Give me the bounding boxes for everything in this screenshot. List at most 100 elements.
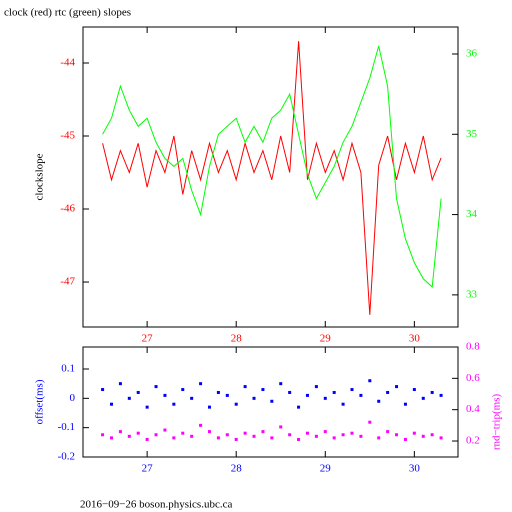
point <box>181 388 185 392</box>
point <box>403 437 407 441</box>
point <box>323 430 327 434</box>
point <box>341 402 345 406</box>
point <box>163 393 167 397</box>
y-tick-label: -0.1 <box>58 421 75 433</box>
point <box>101 388 105 392</box>
y2-tick-label: 33 <box>466 288 478 300</box>
point <box>136 390 140 394</box>
point <box>430 433 434 437</box>
point <box>421 434 425 438</box>
point <box>279 425 283 429</box>
y-tick-label: -46 <box>60 203 75 215</box>
point <box>377 399 381 403</box>
y2-axis-label: rnd−trip(ms) <box>491 394 503 451</box>
point <box>270 436 274 440</box>
point <box>368 379 372 383</box>
y-tick-label: -47 <box>60 276 75 288</box>
x-tick-label: 29 <box>320 463 332 475</box>
point <box>234 402 238 406</box>
x-tick-label: 27 <box>142 463 154 475</box>
y-tick-label: -44 <box>60 57 75 69</box>
point <box>127 396 131 400</box>
point <box>154 433 158 437</box>
point <box>377 436 381 440</box>
series-line <box>102 45 442 288</box>
point <box>101 433 105 437</box>
point <box>270 399 274 403</box>
footer: 2016−09−26 boson.physics.ubc.ca <box>80 499 232 511</box>
point <box>243 431 247 435</box>
point <box>181 431 185 435</box>
point <box>341 433 345 437</box>
point <box>252 434 256 438</box>
point <box>314 434 318 438</box>
point <box>261 388 265 392</box>
point <box>288 433 292 437</box>
point <box>386 430 390 434</box>
y-tick-label: 0 <box>70 392 76 404</box>
point <box>439 436 443 440</box>
point <box>243 385 247 389</box>
y2-tick-label: 0.6 <box>466 372 480 384</box>
point <box>350 388 354 392</box>
y2-tick-label: 0.8 <box>466 341 480 353</box>
frame <box>82 26 459 328</box>
point <box>207 430 211 434</box>
point <box>395 385 399 389</box>
point <box>412 431 416 435</box>
y2-tick-label: 34 <box>466 208 478 220</box>
point <box>297 405 301 409</box>
point <box>332 390 336 394</box>
y2-tick-label: 36 <box>466 48 478 60</box>
point <box>350 431 354 435</box>
x-tick-label: 28 <box>231 463 243 475</box>
x-tick-label: 28 <box>231 333 243 345</box>
point <box>412 388 416 392</box>
point <box>216 390 220 394</box>
point <box>359 393 363 397</box>
point <box>154 385 158 389</box>
y2-tick-label: 35 <box>466 128 478 140</box>
y-tick-label: -45 <box>60 130 75 142</box>
x-tick-label: 30 <box>409 463 421 475</box>
point <box>199 423 203 427</box>
point <box>234 437 238 441</box>
point <box>305 393 309 397</box>
point <box>430 390 434 394</box>
point <box>279 382 283 386</box>
point <box>323 396 327 400</box>
x-tick-label: 30 <box>409 333 421 345</box>
point <box>386 390 390 394</box>
point <box>118 382 122 386</box>
point <box>359 434 363 438</box>
point <box>207 405 211 409</box>
point <box>421 396 425 400</box>
point <box>172 436 176 440</box>
point <box>145 437 149 441</box>
y-axis-label: clockslope <box>34 153 46 200</box>
y2-tick-label: 0.4 <box>466 403 480 415</box>
point <box>332 436 336 440</box>
frame <box>82 346 459 458</box>
point <box>261 430 265 434</box>
point <box>199 382 203 386</box>
point <box>216 436 220 440</box>
point <box>190 396 194 400</box>
point <box>252 396 256 400</box>
point <box>225 433 229 437</box>
x-tick-label: 29 <box>320 333 332 345</box>
x-tick-label: 27 <box>142 333 154 345</box>
point <box>172 402 176 406</box>
point <box>127 434 131 438</box>
y-tick-label: -0.2 <box>58 451 75 463</box>
y-axis-label: offset(ms) <box>34 379 46 424</box>
point <box>225 393 229 397</box>
point <box>395 433 399 437</box>
point <box>439 393 443 397</box>
point <box>118 430 122 434</box>
point <box>314 385 318 389</box>
chart-title: clock (red) rtc (green) slopes <box>4 7 131 19</box>
point <box>163 428 167 432</box>
